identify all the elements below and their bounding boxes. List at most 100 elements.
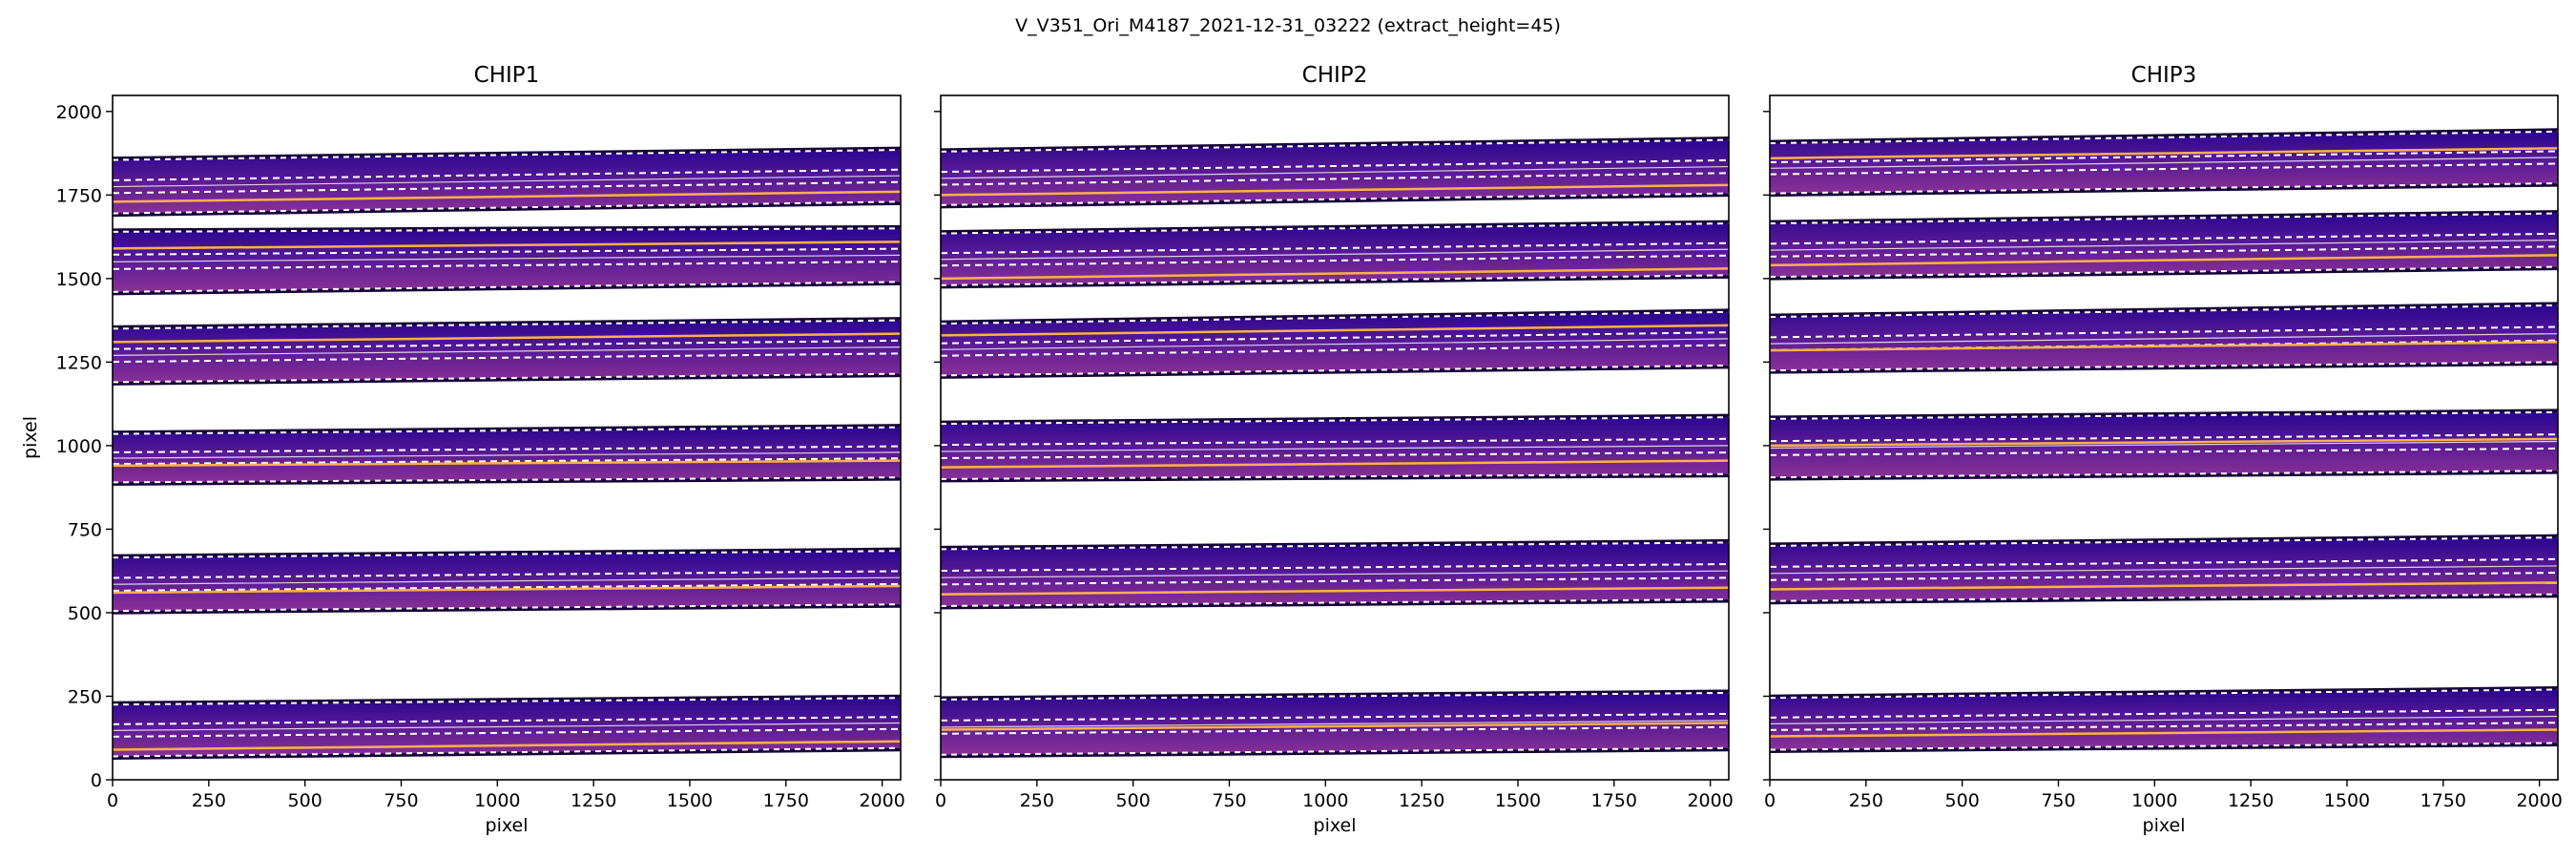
axes-frame — [112, 94, 902, 781]
order-centre — [1770, 565, 2558, 575]
x-tick-label: 1000 — [474, 790, 520, 811]
panel-1: CHIP1 0 250 500 750 1000 1250 1500 1750 2000 0 250 5… — [20, 63, 905, 836]
spectral-order-1 — [113, 694, 901, 760]
order-centre — [113, 254, 901, 262]
spectral-order-5 — [113, 224, 901, 296]
trace-line — [113, 740, 901, 751]
extraction-window — [941, 158, 1729, 174]
order-edge-upper — [1770, 130, 2558, 145]
y-axis-label: pixel — [20, 416, 41, 459]
x-tick-label: 1000 — [1302, 790, 1348, 811]
order-edge-upper — [941, 541, 1729, 551]
spectral-order-2 — [113, 547, 901, 615]
y-tick-label: 500 — [68, 603, 102, 624]
order-edge-lower — [113, 476, 901, 484]
spectral-order-3 — [1770, 409, 2558, 481]
order-centre — [113, 175, 901, 188]
y-tick-label: 1000 — [56, 436, 102, 457]
x-tick-label: 1500 — [667, 790, 713, 811]
order-edge-lower — [941, 746, 1729, 756]
extraction-window — [1770, 150, 2558, 164]
x-tick-label: 1500 — [1495, 790, 1541, 811]
x-tick-label: 750 — [384, 790, 418, 811]
extraction-window — [113, 247, 901, 256]
x-tick-label: 500 — [1116, 790, 1151, 811]
extraction-window — [113, 727, 901, 738]
plot-area — [1770, 128, 2558, 753]
order-edge-upper — [941, 222, 1729, 235]
spectral-order-4 — [113, 317, 901, 386]
panel-title: CHIP1 — [474, 63, 540, 88]
order-band — [113, 228, 901, 292]
y-tick-label: 2000 — [56, 102, 102, 123]
order-centre — [1770, 440, 2558, 450]
order-centre — [113, 346, 901, 356]
x-tick-label: 1250 — [1399, 790, 1444, 811]
x-tick-label: 2000 — [2516, 790, 2562, 811]
extraction-window — [113, 168, 901, 181]
order-centre — [1770, 715, 2558, 724]
order-centre — [941, 720, 1729, 728]
x-tick-label: 1500 — [2324, 790, 2370, 811]
order-edge-lower — [113, 746, 901, 758]
axes-frame — [1769, 94, 2559, 781]
order-edge-lower — [941, 192, 1729, 206]
x-axis-label: pixel — [486, 815, 529, 836]
order-edge-lower — [941, 597, 1729, 607]
trace-line — [1770, 147, 2558, 160]
extraction-window — [113, 570, 901, 579]
extraction-window — [113, 457, 901, 466]
axes-frame — [940, 94, 1730, 781]
extraction-window — [1770, 722, 2558, 731]
x-tick-label: 250 — [1020, 790, 1054, 811]
order-centre — [941, 338, 1729, 350]
spectral-order-5 — [1770, 210, 2558, 281]
figure-suptitle: V_V351_Ori_M4187_2021-12-31_03222 (extra… — [1015, 15, 1561, 36]
order-edge-upper — [113, 550, 901, 559]
x-axis-label: pixel — [2143, 815, 2186, 836]
extraction-window — [113, 261, 901, 270]
trace-line — [113, 190, 901, 203]
x-tick-label: 1750 — [1591, 790, 1637, 811]
extraction-window — [1770, 162, 2558, 176]
trace-line — [113, 241, 901, 250]
trace-line — [1770, 341, 2558, 352]
trace-line — [1770, 254, 2558, 267]
order-band — [1770, 304, 2558, 371]
order-centre — [113, 451, 901, 459]
x-tick-label: 500 — [1945, 790, 1980, 811]
panels: CHIP1 0 250 500 750 1000 1250 1500 1750 2000 0 250 5… — [20, 63, 2563, 836]
spectral-order-6 — [941, 136, 1729, 209]
order-edge-lower — [941, 274, 1729, 286]
order-edge-lower — [1770, 470, 2558, 479]
order-edge-upper — [113, 697, 901, 706]
extraction-window — [941, 563, 1729, 573]
x-tick-label: 0 — [1764, 790, 1776, 811]
extraction-window — [941, 576, 1729, 586]
order-edge-lower — [113, 200, 901, 215]
spectral-order-3 — [941, 413, 1729, 483]
trace-line — [1770, 437, 2558, 448]
order-centre — [1770, 333, 2558, 345]
y-tick-label: 1750 — [56, 185, 102, 206]
spectral-order-4 — [941, 308, 1729, 379]
extraction-window — [1770, 232, 2558, 245]
x-tick-label: 750 — [1212, 790, 1246, 811]
order-edge-upper — [113, 149, 901, 161]
x-tick-label: 2000 — [859, 790, 904, 811]
spectral-order-6 — [1770, 128, 2558, 198]
order-edge-lower — [941, 472, 1729, 480]
panel-3: CHIP3 0 250 500 750 1000 1250 1500 1750 2000 pixel — [1763, 63, 2563, 836]
y-tick-label: 250 — [68, 686, 102, 707]
order-centre — [1770, 239, 2558, 251]
extraction-window — [1770, 433, 2558, 443]
order-centre — [941, 445, 1729, 452]
extraction-window — [1770, 572, 2558, 581]
order-edge-upper — [941, 691, 1729, 701]
spectral-order-2 — [941, 538, 1729, 610]
plot-area — [941, 136, 1729, 759]
spectral-order-4 — [1770, 302, 2558, 374]
extraction-window — [941, 254, 1729, 267]
trace-line — [941, 586, 1729, 596]
